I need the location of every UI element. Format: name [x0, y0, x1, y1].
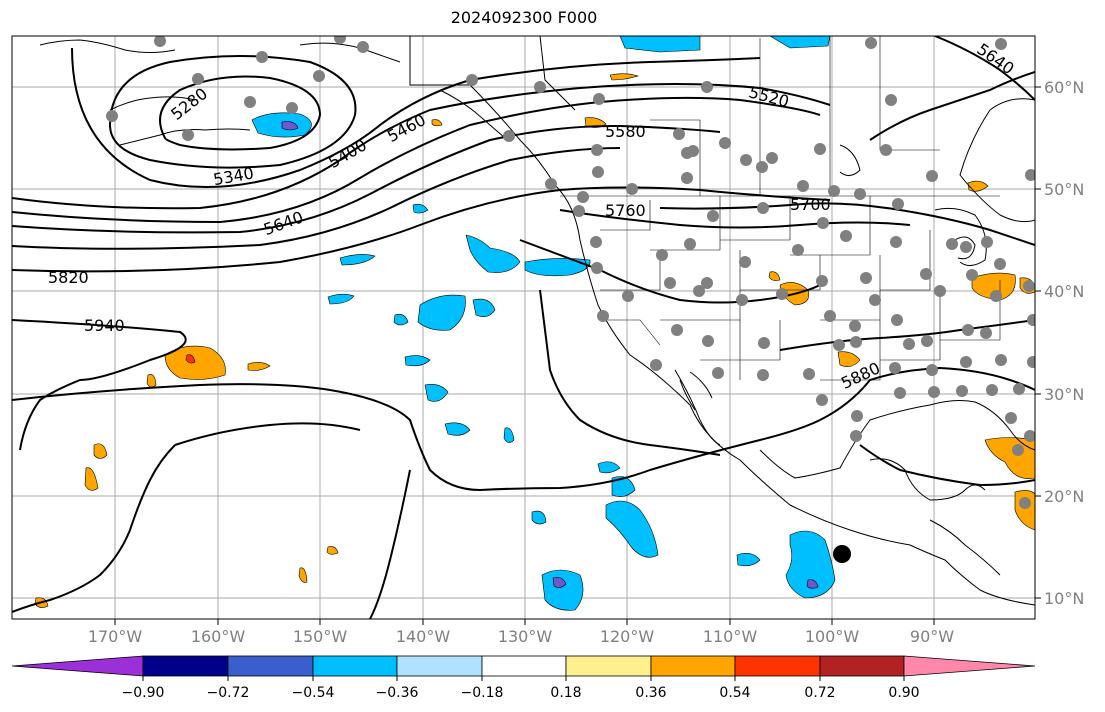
colorbar-segment: [819, 655, 905, 677]
map-title: 2024092300 F000: [450, 8, 598, 27]
colorbar-tick-label: 0.90: [888, 685, 919, 701]
colorbar-segment: [481, 655, 567, 677]
lat-label: 30°N: [1044, 385, 1084, 404]
contour-label: 5820: [48, 268, 89, 287]
station-markers: [106, 36, 1035, 509]
colorbar-segment: [312, 655, 398, 677]
lon-label: 130°W: [498, 627, 553, 646]
lon-label: 140°W: [396, 627, 451, 646]
colorbar-tick-label: −0.54: [292, 685, 335, 701]
lon-label: 170°W: [88, 627, 143, 646]
colorbar-segment: [227, 655, 314, 677]
lat-axis: 60°N 50°N 40°N 30°N 20°N 10°N: [1035, 78, 1084, 608]
lon-label: 110°W: [703, 627, 758, 646]
lon-label: 90°W: [910, 627, 954, 646]
lat-label: 40°N: [1044, 282, 1084, 301]
colorbar-segment: [11, 655, 144, 677]
colorbar-tick-label: −0.72: [207, 685, 250, 701]
colorbar-tick-label: −0.18: [461, 685, 504, 701]
colorbar-segment: [565, 655, 652, 677]
lon-label: 150°W: [293, 627, 348, 646]
contour-label: 5760: [605, 201, 646, 220]
lon-label: 160°W: [191, 627, 246, 646]
lat-label: 60°N: [1044, 78, 1084, 97]
colorbar-segment: [396, 655, 483, 677]
lat-label: 20°N: [1044, 487, 1084, 506]
lat-label: 50°N: [1044, 180, 1084, 199]
colorbar-tick-label: −0.36: [376, 685, 419, 701]
height-contours: [12, 36, 1035, 619]
colorbar-segment: [142, 655, 229, 677]
lon-label: 120°W: [600, 627, 655, 646]
colorbar-ticks: −0.90 −0.72 −0.54 −0.36 −0.18 0.18 0.36 …: [122, 676, 920, 701]
lon-label: 100°W: [805, 627, 860, 646]
political-borders: [560, 36, 1001, 381]
colorbar-tick-label: 0.36: [635, 685, 666, 701]
colorbar-segment: [903, 655, 1036, 677]
storm-center-marker: [833, 545, 851, 563]
colorbar-tick-label: 0.54: [719, 685, 750, 701]
colorbar: [11, 655, 1036, 677]
contour-label: 5940: [84, 316, 125, 335]
lat-label: 10°N: [1044, 589, 1084, 608]
contour-label: 5580: [605, 122, 646, 141]
colorbar-tick-label: −0.90: [122, 685, 165, 701]
colorbar-segment: [734, 655, 821, 677]
contour-label: 5700: [790, 195, 831, 214]
colorbar-tick-label: 0.18: [550, 685, 581, 701]
colorbar-segment: [650, 655, 736, 677]
map-frame: [12, 36, 1035, 619]
colorbar-tick-label: 0.72: [804, 685, 835, 701]
negative-anomaly-areas: [251, 36, 836, 611]
graticule: [12, 36, 1035, 619]
lon-axis: 170°W 160°W 150°W 140°W 130°W 120°W 110°…: [88, 619, 954, 646]
